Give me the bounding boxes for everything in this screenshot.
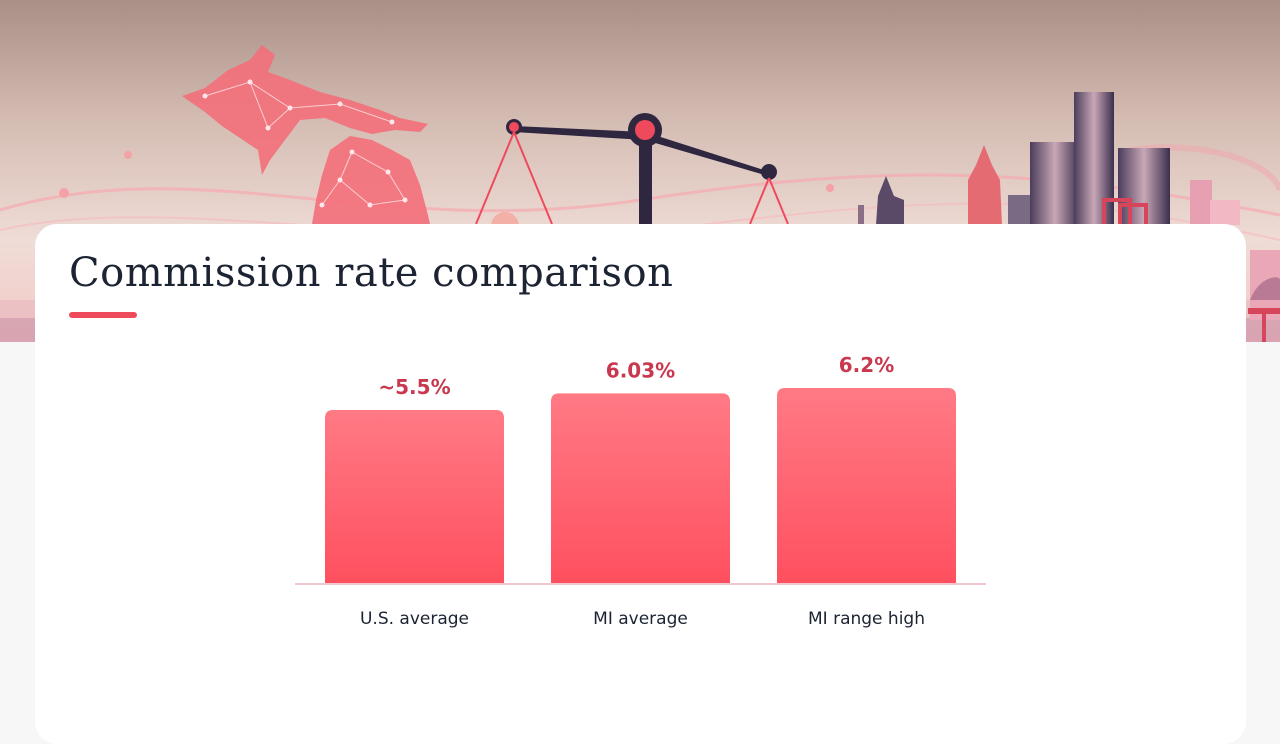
bar-value-label: 6.03% [606, 358, 675, 382]
bar [551, 393, 730, 583]
bar [777, 388, 956, 583]
category-label: U.S. average [360, 609, 469, 629]
bar-value-label: ~5.5% [378, 375, 450, 399]
bar [325, 410, 504, 583]
category-label: MI range high [808, 609, 925, 629]
title-underline [69, 312, 137, 318]
bar-chart: ~5.5% U.S. average 6.03% MI average 6.2% MI r… [295, 353, 986, 629]
michigan-map-icon [59, 45, 834, 224]
bar-value-label: 6.2% [839, 353, 894, 377]
category-label: MI average [593, 609, 688, 629]
city-skyline-icon [858, 92, 1280, 342]
chart-title: Commission rate comparison [69, 250, 674, 296]
chart-card: Commission rate comparison ~5.5% U.S. ave… [35, 224, 1246, 744]
